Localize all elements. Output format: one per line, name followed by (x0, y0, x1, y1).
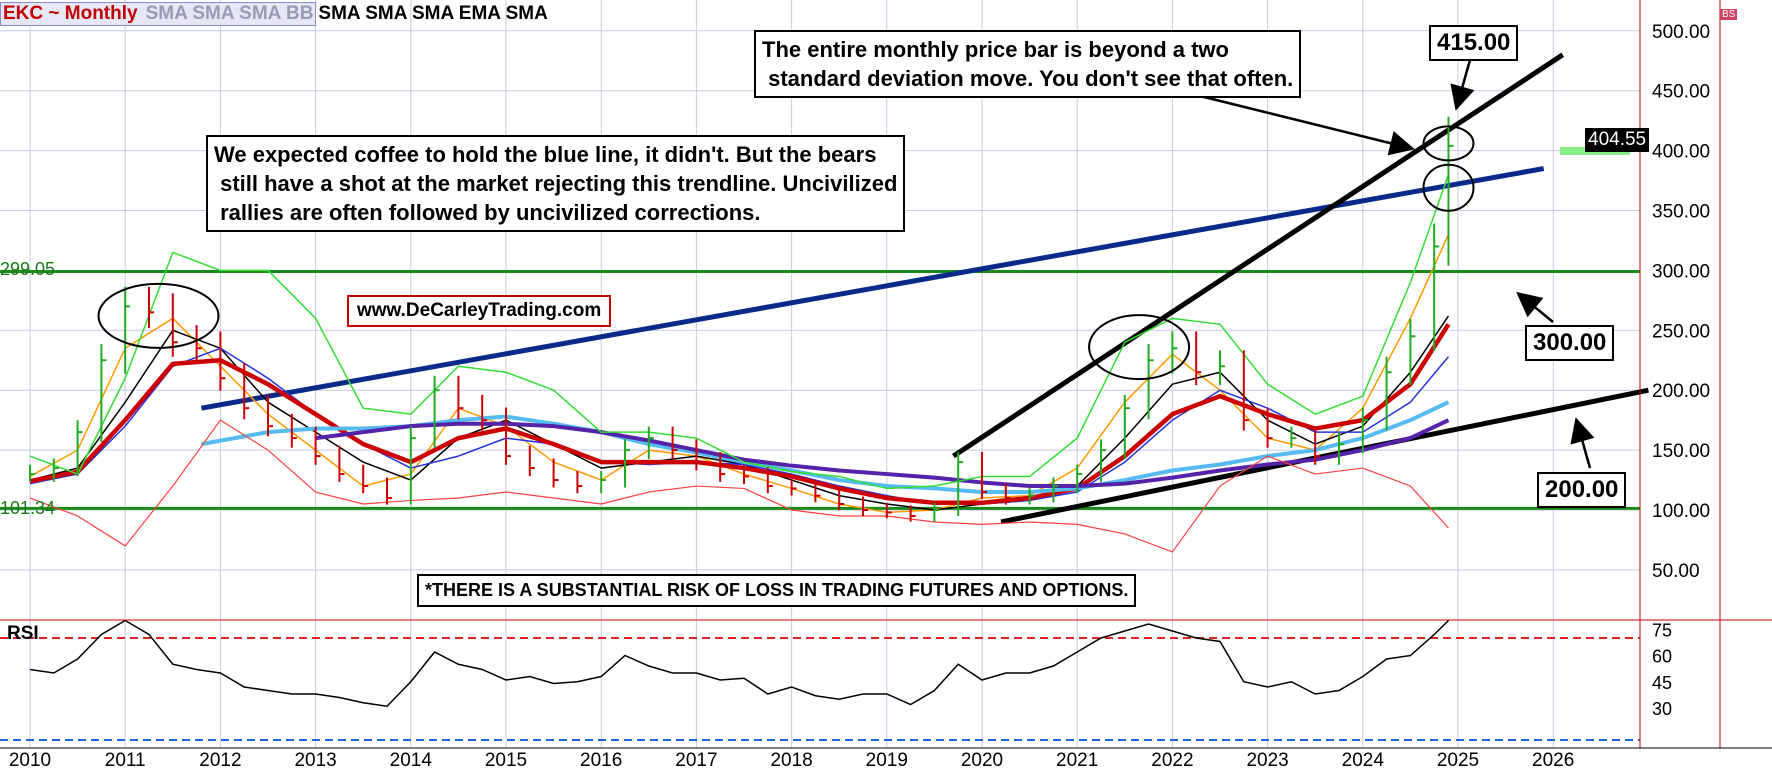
annotation-arrow (1450, 59, 1475, 111)
x-tick-label: 2012 (199, 750, 241, 769)
x-tick-label: 2020 (961, 750, 1003, 769)
website-label: www.DeCarleyTrading.com (347, 295, 612, 327)
rsi-tick-label: 30 (1652, 699, 1672, 719)
last-price-badge: 404.55 (1585, 128, 1650, 152)
y-tick-label: 100.00 (1652, 501, 1710, 522)
y-tick-label: 50.00 (1652, 561, 1700, 582)
highlight-circle (1088, 314, 1191, 381)
annotation-arrow (1516, 291, 1554, 323)
y-tick-label: 150.00 (1652, 441, 1710, 462)
x-tick-label: 2013 (294, 750, 336, 769)
bs-badge[interactable]: BS (1720, 9, 1738, 20)
x-tick-label: 2016 (580, 750, 622, 769)
faded-studies-label: SMA SMA SMA BB (145, 3, 314, 24)
x-tick-label: 2015 (485, 750, 527, 769)
y-tick-label: 200.00 (1652, 381, 1710, 402)
low-level-tag: 101.34 (0, 498, 56, 518)
rsi-plot (0, 619, 1640, 741)
y-tick-label: 400.00 (1652, 142, 1710, 163)
symbol-label: EKC ~ Monthly (3, 3, 138, 24)
blue-trendline (200, 166, 1545, 411)
x-tick-label: 2019 (866, 750, 908, 769)
y-tick-label: 450.00 (1652, 82, 1710, 103)
y-tick-label: 250.00 (1652, 321, 1710, 342)
rsi-title: RSI (7, 623, 39, 644)
highlight-circle (97, 282, 220, 349)
x-tick-label: 2022 (1151, 750, 1193, 769)
highlight-circles (97, 125, 1475, 381)
indicator-line (201, 400, 1450, 495)
trendlines (200, 52, 1649, 525)
x-tick-label: 2024 (1342, 750, 1385, 769)
x-tick-label: 2017 (675, 750, 717, 769)
rsi-tick-label: 45 (1652, 673, 1672, 693)
level-200-label: 200.00 (1537, 472, 1627, 508)
chart-header: EKC ~ Monthly SMA SMA SMA BB SMA SMA SMA… (0, 2, 548, 26)
indicator-line (29, 347, 1450, 505)
x-tick-label: 2011 (105, 750, 146, 769)
std-deviation-note: The entire monthly price bar is beyond a… (754, 30, 1302, 98)
annotation-arrow (1570, 417, 1595, 469)
x-tick-label: 2021 (1056, 750, 1098, 769)
rsi-line (29, 619, 1450, 708)
rsi-tick-label: 75 (1652, 620, 1672, 640)
indicator-line (29, 174, 1450, 490)
x-tick-label: 2025 (1437, 750, 1479, 769)
studies-label: SMA SMA SMA EMA SMA (318, 3, 548, 24)
high-level-tag: 299.05 (0, 259, 56, 279)
x-tick-label: 2026 (1532, 750, 1574, 769)
y-tick-label: 300.00 (1652, 261, 1710, 282)
symbol-box[interactable]: EKC ~ Monthly SMA SMA SMA BB (0, 2, 317, 26)
annotation-arrow (1199, 94, 1415, 156)
highlight-circle (1422, 125, 1475, 162)
x-tick-label: 2014 (390, 750, 433, 769)
highlight-circle (1422, 163, 1475, 212)
level-415-label: 415.00 (1429, 25, 1519, 61)
y-tick-label: 500.00 (1652, 22, 1710, 43)
rsi-tick-label: 60 (1652, 647, 1672, 667)
horizontal-levels (0, 270, 1640, 510)
trendline-note: We expected coffee to hold the blue line… (206, 135, 906, 232)
y-tick-label: 350.00 (1652, 202, 1710, 223)
risk-disclaimer: *THERE IS A SUBSTANTIAL RISK OF LOSS IN … (417, 574, 1137, 607)
upper-black-trendline (952, 52, 1565, 459)
price-bars (29, 116, 1454, 522)
x-tick-label: 2010 (9, 750, 51, 769)
x-tick-label: 2018 (770, 750, 812, 769)
level-300-label: 300.00 (1525, 325, 1615, 361)
x-tick-label: 2023 (1246, 750, 1288, 769)
indicator-line (29, 419, 1449, 553)
